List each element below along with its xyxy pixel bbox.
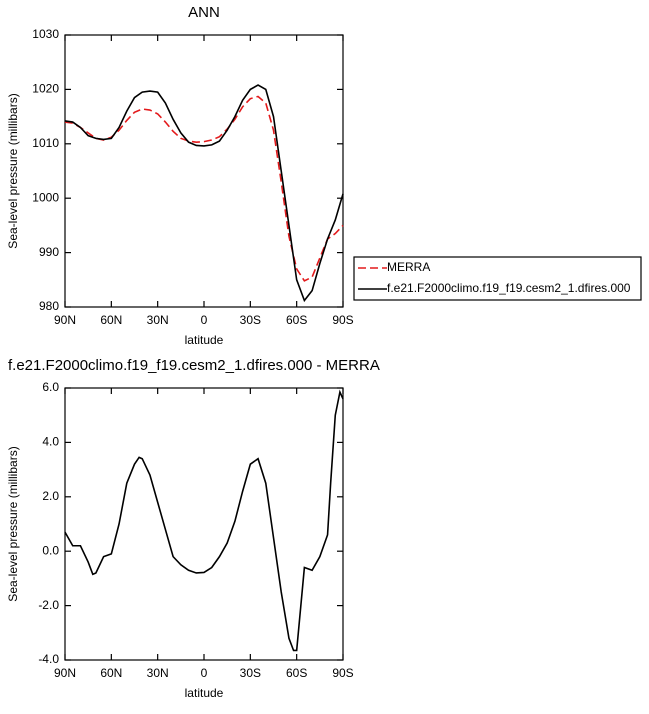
- legend-label: f.e21.F2000climo.f19_f19.cesm2_1.dfires.…: [387, 281, 631, 295]
- x-tick-label: 30N: [147, 313, 169, 327]
- x-tick-label: 60N: [100, 313, 122, 327]
- plot-frame: [64, 34, 344, 308]
- y-tick-label: 1010: [32, 136, 59, 150]
- line: [64, 95, 344, 282]
- line: [64, 84, 344, 303]
- x-tick-label: 30S: [240, 313, 261, 327]
- y-tick-label: 0.0: [42, 543, 59, 557]
- x-tick-label: 0: [201, 666, 208, 680]
- line: [64, 389, 344, 652]
- y-tick-label: 1030: [32, 27, 59, 41]
- y-tick-label: 990: [39, 245, 59, 259]
- y-tick-label: 1020: [32, 82, 59, 96]
- y-tick-label: 6.0: [42, 380, 59, 394]
- y-axis-label: Sea-level pressure (millibars): [6, 446, 20, 601]
- x-tick-label: 90N: [54, 666, 76, 680]
- x-tick-label: 90S: [332, 313, 353, 327]
- y-axis-label: Sea-level pressure (millibars): [6, 93, 20, 248]
- x-axis-label: latitude: [185, 686, 224, 700]
- chart-title: ANN: [188, 4, 220, 21]
- y-tick-label: -2.0: [38, 598, 59, 612]
- x-tick-label: 90S: [332, 666, 353, 680]
- x-tick-label: 60S: [286, 666, 307, 680]
- x-axis-label: latitude: [185, 333, 224, 347]
- x-tick-label: 30S: [240, 666, 261, 680]
- plot-frame: [64, 387, 344, 661]
- y-tick-label: -4.0: [38, 652, 59, 666]
- y-tick-label: 1000: [32, 190, 59, 204]
- x-tick-label: 0: [201, 313, 208, 327]
- x-tick-label: 90N: [54, 313, 76, 327]
- legend-label: MERRA: [387, 260, 430, 274]
- legend-box: [353, 256, 642, 301]
- chart-title: f.e21.F2000climo.f19_f19.cesm2_1.dfires.…: [8, 357, 380, 374]
- x-tick-label: 30N: [147, 666, 169, 680]
- y-tick-label: 2.0: [42, 489, 59, 503]
- y-tick-label: 4.0: [42, 435, 59, 449]
- y-tick-label: 980: [39, 299, 59, 313]
- x-tick-label: 60S: [286, 313, 307, 327]
- x-tick-label: 60N: [100, 666, 122, 680]
